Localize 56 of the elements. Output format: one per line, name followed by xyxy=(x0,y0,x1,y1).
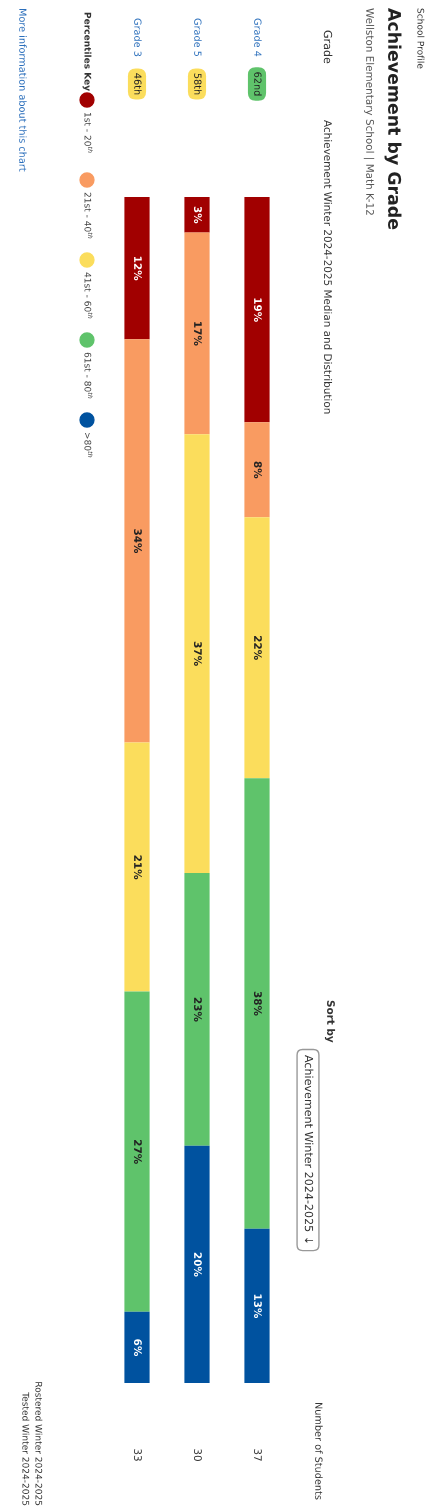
x-tick-label: Grade 5 xyxy=(194,18,202,57)
data-label: 37% xyxy=(193,641,202,666)
legend-label: 41st - 60$^{th}$ xyxy=(84,272,93,319)
legend-label: 61st - 80$^{th}$ xyxy=(84,352,93,399)
bar xyxy=(244,422,270,518)
bar xyxy=(184,873,210,1146)
text: Achievement Winter 2024-2025 Median and Distribution xyxy=(323,120,333,414)
text: Sort by xyxy=(324,1000,336,1043)
data-label: 20% xyxy=(193,1252,202,1277)
data-label: 17% xyxy=(193,322,202,346)
text: Grade xyxy=(323,30,333,64)
bar xyxy=(184,197,210,233)
bar xyxy=(244,778,270,1229)
text: More information about this chart xyxy=(19,8,27,172)
data-label: 19% xyxy=(253,298,262,322)
bar xyxy=(124,991,150,1312)
text: 30 xyxy=(193,1449,202,1461)
legend-label: >80$^{th}$ xyxy=(84,432,93,458)
legend-label: 1st - 20$^{th}$ xyxy=(84,112,93,153)
text: School Profile xyxy=(417,8,425,69)
data-label: 27% xyxy=(133,1140,142,1164)
bar xyxy=(124,197,150,340)
bar xyxy=(124,742,150,992)
data-label: 23% xyxy=(193,997,202,1022)
text: 37 xyxy=(253,1449,262,1461)
data-label: 38% xyxy=(253,991,262,1016)
x-tick-label: Grade 4 xyxy=(254,18,262,57)
data-label: 6% xyxy=(133,1339,142,1356)
text: Number of Students xyxy=(315,1402,323,1500)
x-tick-label: Grade 3 xyxy=(134,18,142,57)
data-label: 34% xyxy=(133,529,142,554)
data-label: 8% xyxy=(253,461,262,479)
data-label: 13% xyxy=(253,1294,262,1319)
text: 62nd xyxy=(254,72,262,96)
text: Wellston Elementary School | Math K-12 xyxy=(363,8,375,215)
text: 46th xyxy=(134,73,142,95)
text: Achievement by Grade xyxy=(384,8,402,230)
bar xyxy=(124,339,150,743)
text: Achievement Winter 2024-2025 ↓ xyxy=(304,1055,314,1243)
bar xyxy=(124,1311,150,1383)
bar xyxy=(244,517,270,779)
text: Tested Winter 2024-2025 xyxy=(22,1392,30,1506)
bar xyxy=(184,1145,210,1383)
bar xyxy=(184,434,210,874)
text: 33 xyxy=(133,1449,142,1461)
data-label: 12% xyxy=(133,256,142,281)
bar xyxy=(244,1228,270,1383)
data-label: 3% xyxy=(193,206,202,224)
legend-title: Percentiles Key xyxy=(82,12,92,91)
text: 58th xyxy=(194,73,202,95)
text: Rostered Winter 2024-2025 xyxy=(35,1382,43,1506)
bar xyxy=(244,197,270,423)
data-label: 22% xyxy=(253,636,262,660)
data-label: 21% xyxy=(133,855,142,880)
bar xyxy=(184,232,210,435)
legend-label: 21st - 40$^{th}$ xyxy=(84,192,93,239)
